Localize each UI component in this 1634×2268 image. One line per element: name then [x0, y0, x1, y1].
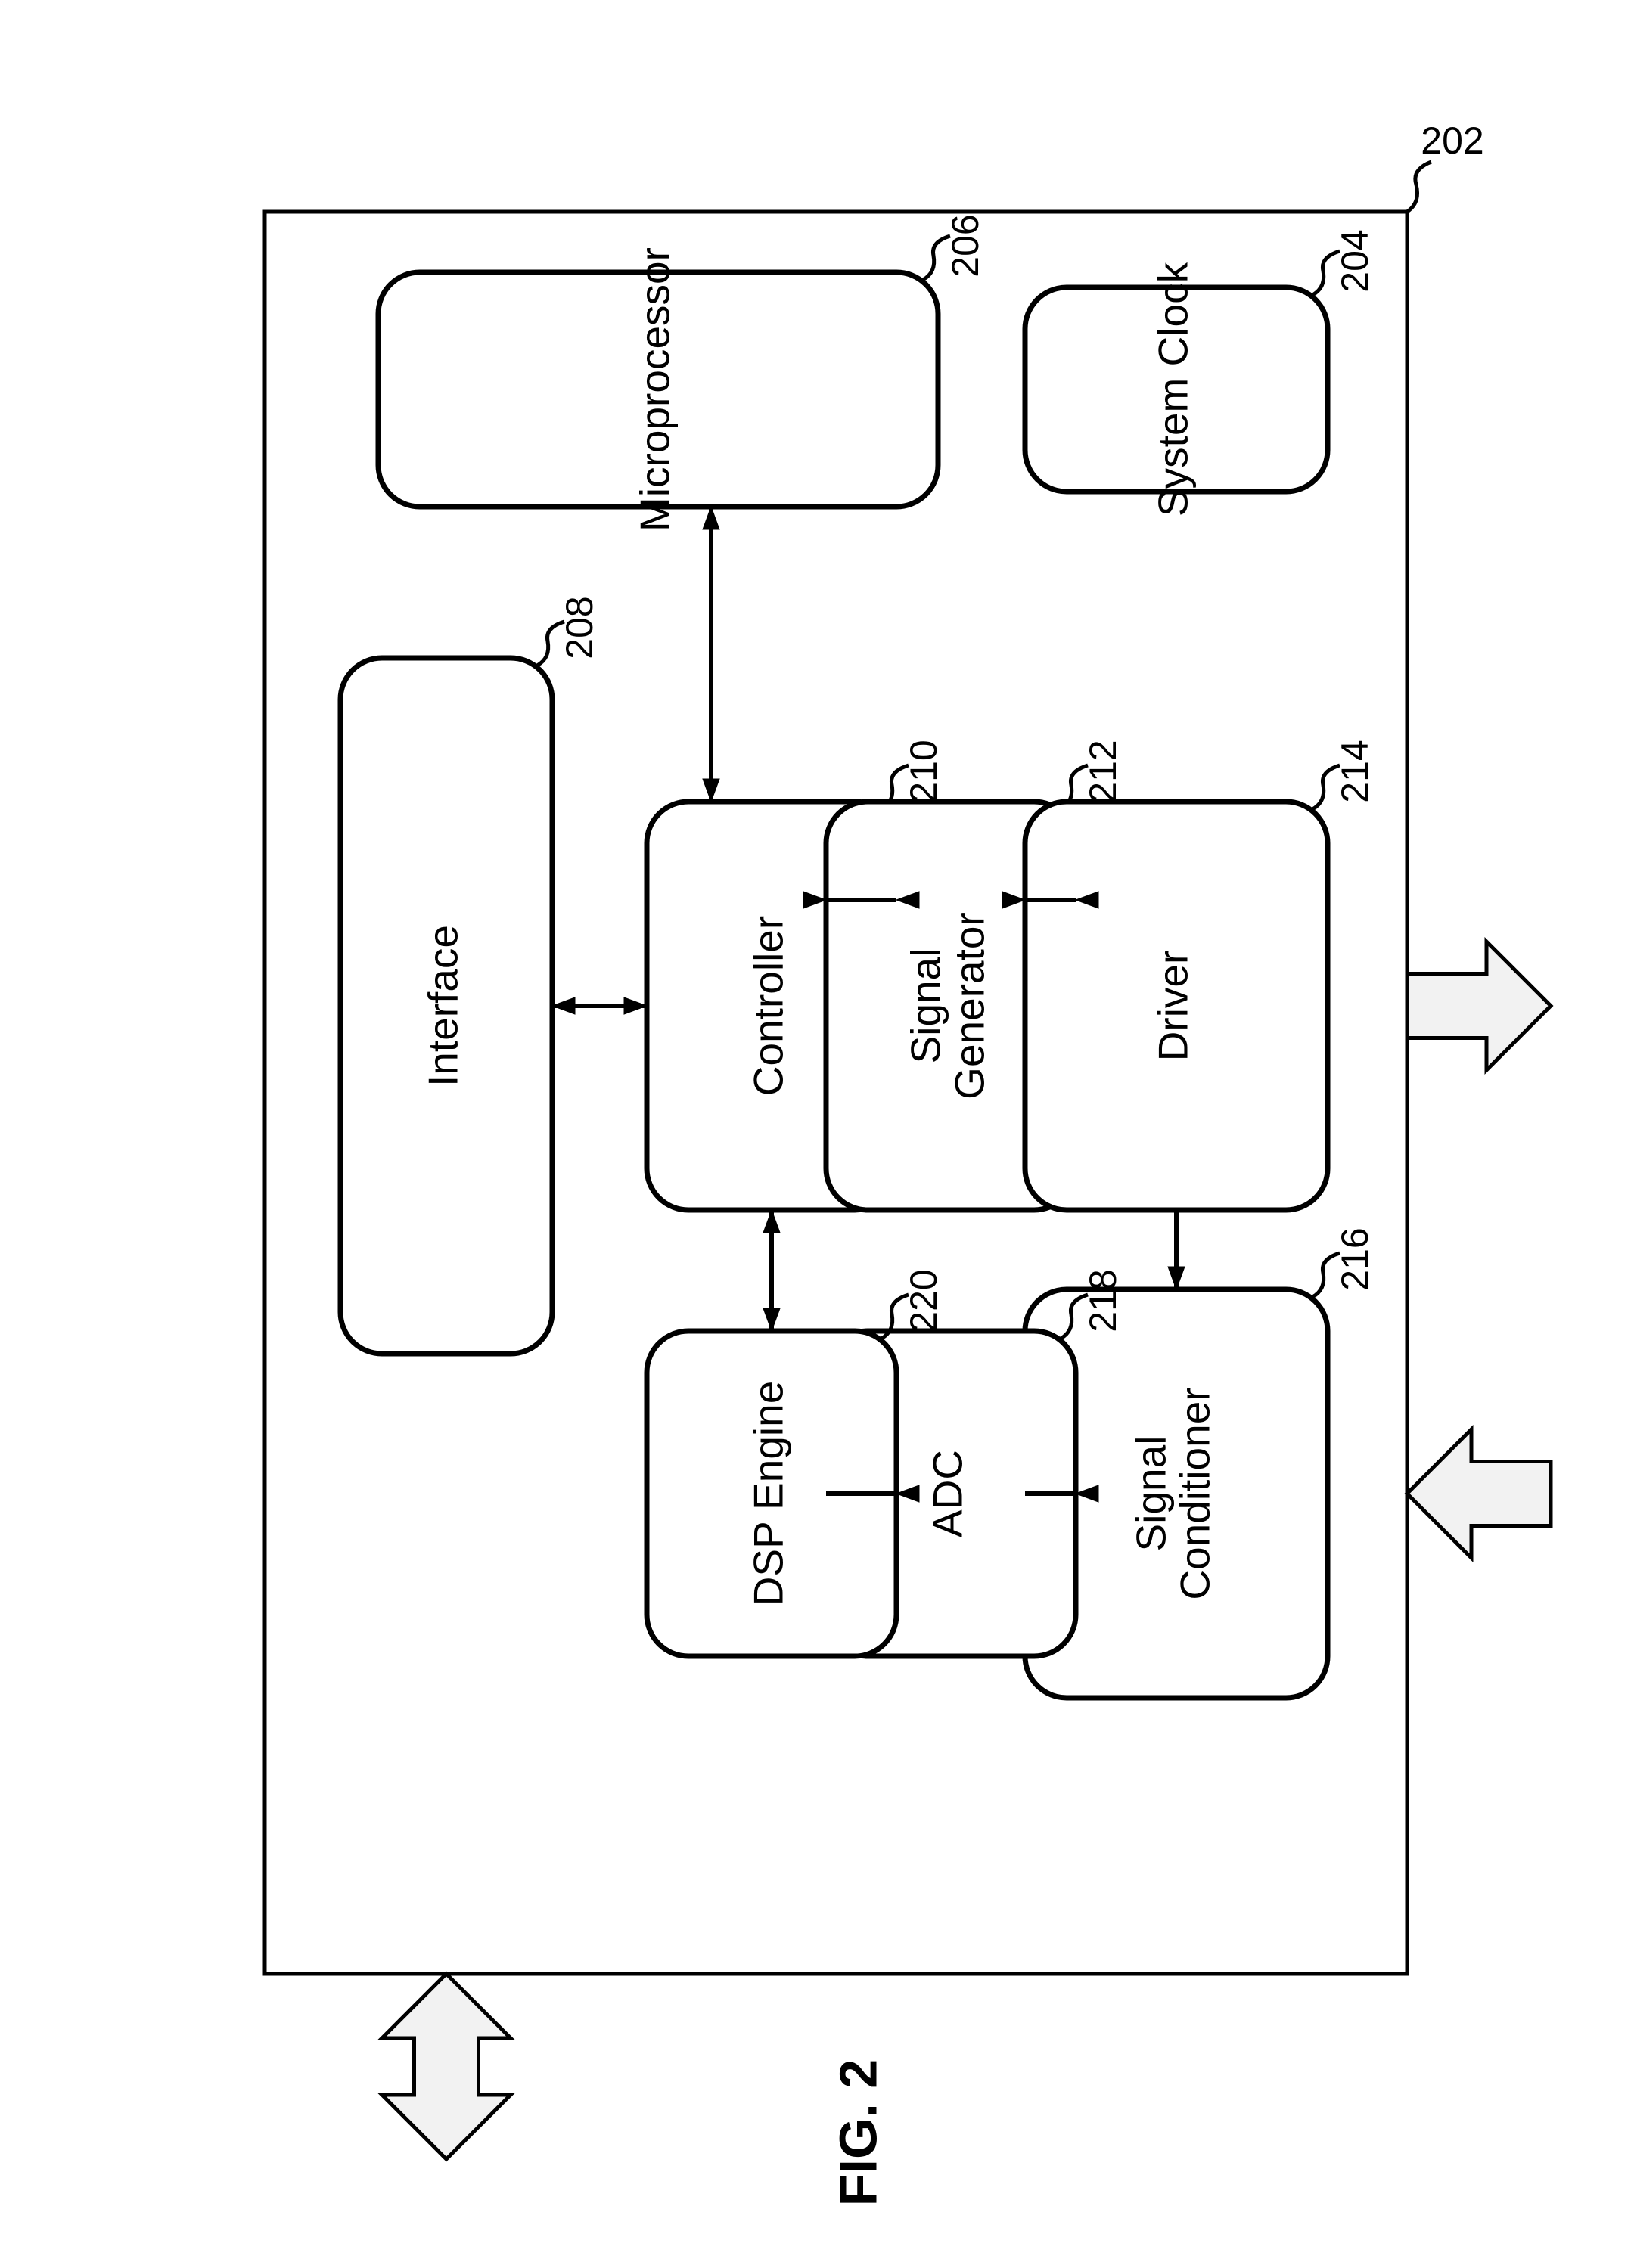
ref-212: 212	[1082, 740, 1124, 802]
block-microprocessor: 206	[378, 214, 986, 507]
block-system_clock: 204	[1025, 229, 1376, 492]
hollow-0	[382, 1974, 511, 2159]
label-system_clock: System Clock	[1150, 262, 1197, 517]
figure-label: FIG. 2	[828, 2059, 887, 2206]
arrow-1	[552, 997, 647, 1014]
ref-220: 220	[902, 1269, 945, 1332]
label-driver: Driver	[1150, 951, 1197, 1062]
label-signal_gen-0: Signal	[902, 948, 949, 1064]
leader-202	[1407, 162, 1431, 212]
arrow-7	[763, 1210, 780, 1331]
arrowhead	[624, 997, 647, 1014]
ref-208: 208	[558, 596, 601, 659]
arrowhead	[763, 1308, 780, 1331]
ref-210: 210	[902, 740, 945, 802]
ref-216: 216	[1334, 1227, 1376, 1290]
arrow-0	[703, 507, 719, 802]
label-signal_cond-1: Conditioner	[1171, 1387, 1218, 1599]
arrowhead	[552, 997, 575, 1014]
block-interface: 208	[340, 596, 601, 1354]
hollow-arrow-double	[382, 1974, 511, 2159]
hollow-arrow	[1407, 942, 1551, 1070]
label-signal_cond-0: Signal	[1128, 1436, 1175, 1552]
label-interface: Interface	[420, 925, 467, 1087]
diagram-canvas: 202 206 Microprocessor 204 System Clock 208 In…	[0, 0, 1634, 2268]
arrowhead	[1168, 1267, 1185, 1289]
ref-218: 218	[1082, 1269, 1124, 1332]
hollow-2	[1407, 1429, 1551, 1558]
label-controller: Controller	[745, 916, 792, 1096]
arrowhead	[763, 1210, 780, 1233]
ref-204: 204	[1334, 229, 1376, 292]
label-signal_gen-1: Generator	[946, 912, 993, 1100]
arrowhead	[703, 507, 719, 529]
ref-214: 214	[1334, 740, 1376, 802]
block-driver: 214	[1025, 740, 1376, 1210]
hollow-1	[1407, 942, 1551, 1070]
label-microprocessor: Microprocessor	[632, 247, 679, 532]
arrowhead	[703, 779, 719, 802]
ref-202: 202	[1421, 119, 1483, 162]
ref-206: 206	[944, 214, 986, 277]
hollow-arrow	[1407, 1429, 1551, 1558]
label-dsp: DSP Engine	[745, 1381, 792, 1607]
label-adc: ADC	[924, 1450, 971, 1537]
arrow-4	[1168, 1210, 1185, 1289]
